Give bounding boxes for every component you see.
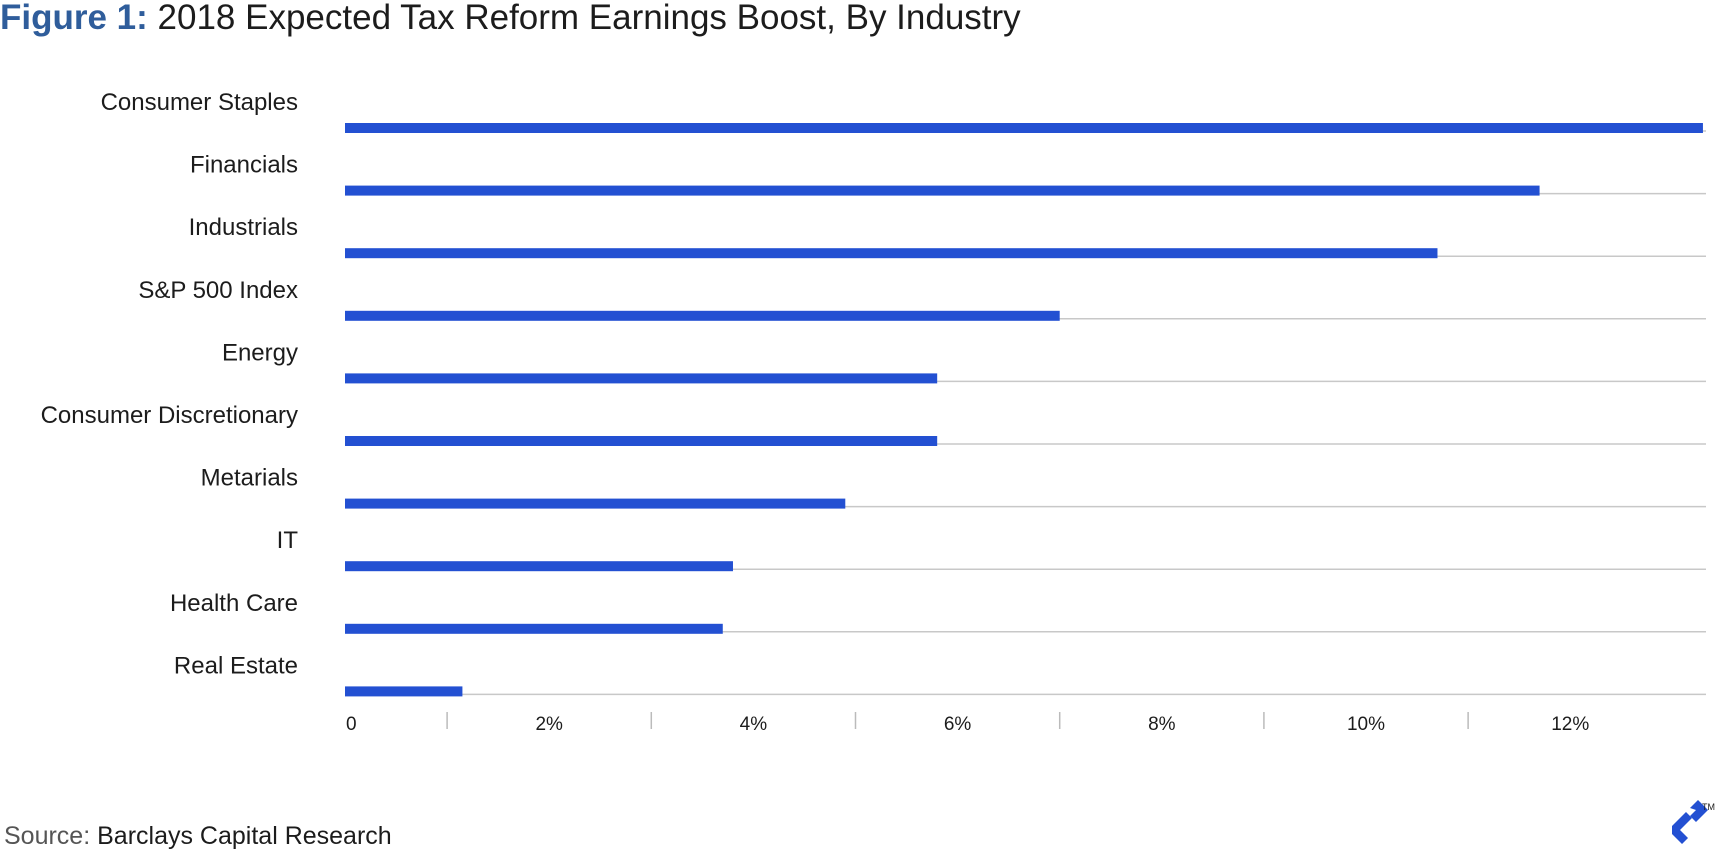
toptal-logo-icon: TM — [1672, 800, 1715, 844]
x-tick-label: 10% — [1347, 714, 1385, 735]
source-label: Source: — [4, 822, 91, 850]
x-tick-label: 0 — [346, 714, 357, 735]
bar-2 — [345, 248, 1438, 259]
category-label: Financials — [190, 152, 298, 179]
chart-title: Figure 1: 2018 Expected Tax Reform Earni… — [0, 0, 1021, 42]
x-tick-label: 12% — [1551, 714, 1589, 735]
category-label: Industrials — [189, 214, 298, 241]
category-label: Health Care — [170, 590, 298, 617]
x-tick-label: 6% — [944, 714, 972, 735]
bar-1 — [345, 185, 1540, 196]
figure-number: Figure 1: — [0, 0, 148, 37]
category-label: Metarials — [201, 465, 298, 492]
category-label: Consumer Staples — [101, 89, 298, 116]
bar-7 — [345, 561, 733, 572]
category-label: Energy — [222, 339, 298, 366]
bar-9 — [345, 686, 463, 697]
x-tick-label: 4% — [740, 714, 768, 735]
x-tick-label: 2% — [535, 714, 563, 735]
category-label: Consumer Discretionary — [41, 402, 298, 429]
bar-5 — [345, 436, 938, 446]
category-label: Real Estate — [174, 652, 298, 679]
category-label: S&P 500 Index — [138, 277, 298, 304]
category-label: IT — [277, 527, 299, 554]
bar-0 — [345, 123, 1703, 133]
source-note: Source: Barclays Capital Research — [4, 822, 392, 851]
bar-3 — [345, 310, 1060, 321]
bar-8 — [345, 623, 723, 634]
chart-title-text: 2018 Expected Tax Reform Earnings Boost,… — [157, 0, 1021, 37]
trademark-mark: TM — [1702, 802, 1715, 812]
bar-6 — [345, 498, 846, 509]
x-tick-label: 8% — [1148, 714, 1176, 735]
source-value: Barclays Capital Research — [97, 822, 392, 850]
bar-4 — [345, 373, 938, 384]
bar-chart: Consumer Staples Financials Industrials S&P… — [41, 89, 1706, 735]
